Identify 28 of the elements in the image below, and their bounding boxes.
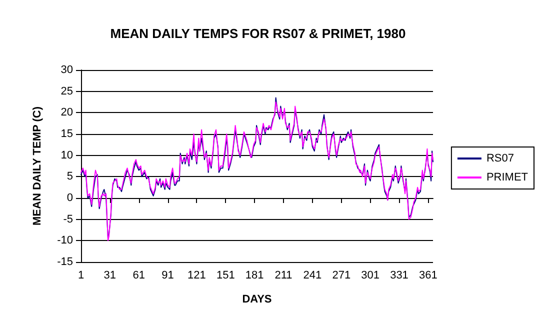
x-tick-label: 151 bbox=[216, 270, 235, 282]
y-axis-title: MEAN DAILY TEMP (C) bbox=[32, 106, 44, 226]
x-tick-label: 271 bbox=[332, 270, 351, 282]
x-tick-label: 31 bbox=[104, 270, 116, 282]
y-tick-label: 15 bbox=[60, 128, 73, 140]
y-tick-label: -10 bbox=[57, 234, 73, 247]
y-tick-label: 25 bbox=[60, 85, 73, 98]
x-tick-label: 361 bbox=[419, 270, 438, 282]
x-tick-label: 301 bbox=[361, 270, 380, 282]
x-tick-label: 331 bbox=[390, 270, 408, 282]
y-tick-label: 0 bbox=[66, 192, 73, 204]
x-tick-label: 91 bbox=[162, 270, 174, 282]
y-tick-label: 20 bbox=[60, 106, 73, 119]
chart-title: MEAN DAILY TEMPS FOR RS07 & PRIMET, 1980 bbox=[110, 26, 406, 41]
x-axis-title: DAYS bbox=[242, 294, 272, 306]
y-tick-label: 5 bbox=[66, 170, 73, 183]
x-tick-label: 211 bbox=[274, 270, 292, 282]
x-tick-label: 121 bbox=[188, 270, 206, 282]
legend-label: PRIMET bbox=[486, 172, 528, 184]
y-tick-label: -15 bbox=[57, 256, 73, 268]
y-tick-label: 10 bbox=[60, 149, 73, 162]
x-tick-label: 241 bbox=[303, 270, 322, 282]
x-tick-label: 61 bbox=[132, 270, 145, 282]
legend-label: RS07 bbox=[486, 152, 514, 164]
x-tick-label: 1 bbox=[78, 270, 84, 282]
x-tick-label: 181 bbox=[245, 270, 264, 282]
y-tick-label: 30 bbox=[60, 64, 73, 76]
y-tick-label: -5 bbox=[63, 213, 73, 226]
